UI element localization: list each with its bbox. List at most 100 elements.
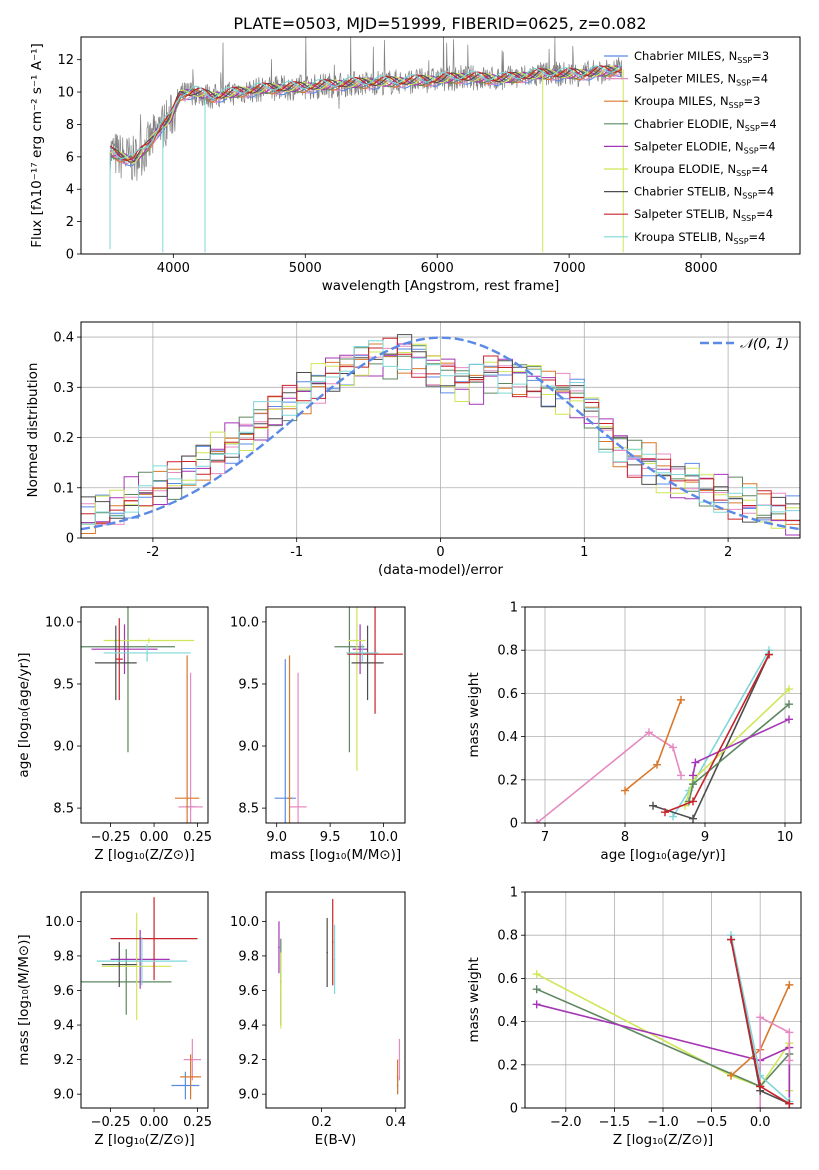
x-tick-label: -1 [290, 545, 303, 560]
weight-marker-chabrier_elodie [785, 700, 793, 709]
x-tick-label: −1.0 [647, 1115, 679, 1130]
y-tick-label: 9.5 [53, 677, 74, 692]
histogram-step-kroupa_stelib [81, 340, 800, 525]
x-tick-label: 0 [436, 545, 444, 560]
y-tick-label: 9.0 [238, 740, 259, 755]
y-tick-label: 8 [66, 118, 74, 133]
x-tick-label: −0.25 [91, 1115, 131, 1130]
y-tick-label: 10.0 [45, 615, 74, 630]
y-tick-label: 8.5 [238, 802, 259, 817]
weight-marker-salpeter_stelib [785, 1099, 794, 1108]
x-tick-label: 0.25 [183, 830, 212, 845]
plot-area [81, 897, 202, 1100]
weight-marker-salpeter_elodie [689, 771, 697, 780]
y-tick-label: 0 [510, 1102, 518, 1117]
panel-residual_histogram: -2 -1 0 1 2 0 0.1 0.2 0.3 0.4 (data-model)/error No… [25, 321, 801, 578]
plot-area [109, 37, 624, 253]
x-axis-label: wavelength [Angstrom, rest frame] [322, 278, 560, 294]
x-tick-label: 1 [580, 545, 588, 560]
histogram-step-kroupa_elodie [81, 343, 800, 529]
model-spectrum-chabrier_stelib [109, 65, 622, 163]
panel-mass_weight_vs_Z: −2.0 −1.5 −1.0 −0.5 0.0 0 0.2 0.4 0.6 0.8 1 Z [log₁… [466, 886, 802, 1148]
y-axis-label: Normed distribution [25, 363, 41, 498]
plot-area [533, 646, 793, 823]
y-axis-label: age [log₁₀(age/yr)] [16, 652, 32, 777]
x-tick-label: 7000 [553, 261, 586, 276]
axes-frame [80, 321, 801, 539]
weight-marker-kroupa_elodie [532, 970, 541, 979]
weight-line-salpeter_miles [536, 731, 682, 823]
axes-frame [524, 891, 802, 1109]
y-axis-label: mass weight [466, 957, 482, 1042]
legend-label-salpeter_stelib: Salpeter STELIB, NSSP=4 [634, 207, 773, 223]
x-axis-label: Z [log₁₀(Z/Z⊙)] [613, 1132, 713, 1148]
plot-area [278, 898, 401, 1095]
panel-mass_vs_ebv: 0.2 0.4 9.0 9.2 9.4 9.6 9.8 10.0 E(B-V) [230, 891, 406, 1148]
x-tick-label: −1.5 [599, 1115, 631, 1130]
weight-marker-salpeter_miles [785, 1028, 794, 1037]
y-tick-label: 0.1 [53, 481, 74, 496]
model-spectrum-kroupa_stelib [109, 64, 622, 159]
y-tick-label: 0.4 [53, 331, 74, 346]
y-tick-label: 9.8 [238, 949, 259, 964]
y-tick-label: 9.0 [53, 740, 74, 755]
axes-frame [265, 891, 406, 1109]
weight-line-salpeter_miles [759, 1015, 791, 1108]
axes-frame [80, 606, 209, 824]
y-tick-label: 9.5 [238, 677, 259, 692]
y-tick-label: 0.2 [497, 773, 518, 788]
x-tick-label: 8000 [685, 261, 718, 276]
x-tick-label: 9 [701, 830, 709, 845]
x-axis-label: Z [log₁₀(Z/Z⊙)] [94, 847, 194, 863]
weight-marker-kroupa_miles [677, 695, 685, 704]
y-tick-label: 0.4 [497, 730, 518, 745]
weight-marker-kroupa_elodie [785, 685, 793, 694]
y-tick-label: 10.0 [45, 915, 74, 930]
legend-label-chabrier_miles: Chabrier MILES, NSSP=3 [634, 49, 769, 65]
weight-marker-kroupa_miles [653, 760, 661, 769]
y-tick-label: 0.2 [53, 431, 74, 446]
weight-marker-kroupa_stelib [669, 812, 677, 821]
weight-marker-salpeter_miles [533, 819, 541, 823]
y-tick-label: 4 [66, 183, 74, 198]
y-axis-label: Flux [fλ10⁻¹⁷ erg cm⁻² s⁻¹ A⁻¹] [29, 43, 45, 248]
model-spectrum-kroupa_elodie [109, 65, 622, 165]
y-tick-label: 9.0 [238, 1088, 259, 1103]
plot-area [81, 334, 800, 536]
plot-area [81, 607, 203, 823]
y-tick-label: 0 [66, 248, 74, 263]
weight-marker-salpeter_elodie [691, 758, 700, 767]
panel-spectrum: 4000 5000 6000 7000 8000 0 2 4 6 8 10 12 wavelength … [29, 36, 801, 294]
legend-label-gaussian: 𝒩(0, 1) [740, 336, 789, 352]
y-tick-label: 6 [66, 150, 74, 165]
y-tick-label: 0.6 [497, 972, 518, 987]
x-axis-label: age [log₁₀(age/yr)] [600, 847, 725, 863]
y-tick-label: 9.0 [53, 1088, 74, 1103]
x-tick-label: 0.2 [311, 1115, 332, 1130]
y-tick-label: 10.0 [230, 915, 259, 930]
panel-mass_vs_Z: −0.25 0.00 0.25 9.0 9.2 9.4 9.6 9.8 10.0 Z [log₁₀… [16, 891, 212, 1148]
weight-marker-salpeter_miles [756, 1104, 765, 1108]
weight-marker-chabrier_stelib [649, 801, 657, 810]
legend-label-salpeter_miles: Salpeter MILES, NSSP=4 [634, 72, 768, 88]
weight-marker-salpeter_stelib [756, 1082, 765, 1091]
y-tick-label: 0.8 [497, 929, 518, 944]
weight-marker-salpeter_stelib [661, 808, 669, 817]
x-axis-label: E(B-V) [315, 1132, 357, 1148]
x-tick-label: 7 [541, 830, 549, 845]
y-tick-label: 9.2 [238, 1053, 259, 1068]
plot-area [532, 931, 794, 1108]
y-axis-label: mass weight [466, 672, 482, 757]
axes-frame [265, 606, 406, 824]
weight-marker-salpeter_stelib [689, 797, 697, 806]
weight-marker-chabrier_stelib [689, 814, 697, 823]
weight-marker-salpeter_stelib [727, 935, 736, 944]
y-tick-label: 12 [57, 53, 74, 68]
weight-marker-kroupa_miles [727, 1071, 736, 1080]
y-tick-label: 2 [66, 215, 74, 230]
x-tick-label: 6000 [421, 261, 454, 276]
figure-title: PLATE=0503, MJD=51999, FIBERID=0625, z=0… [233, 14, 646, 33]
legend-label-chabrier_elodie: Chabrier ELODIE, NSSP=4 [634, 117, 777, 133]
legend-label-kroupa_miles: Kroupa MILES, NSSP=3 [634, 94, 760, 110]
y-tick-label: 10.0 [230, 615, 259, 630]
